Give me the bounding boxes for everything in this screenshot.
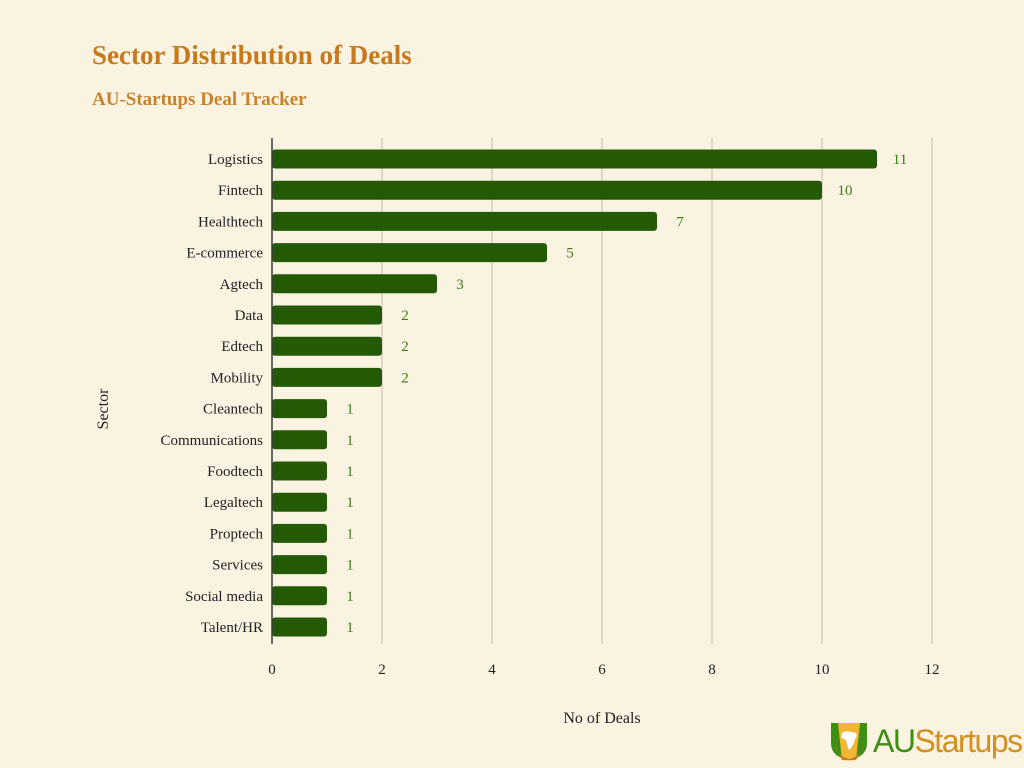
value-label: 2 [401,370,409,386]
category-label: Communications [161,433,264,449]
category-label: Fintech [218,183,263,199]
value-label: 3 [456,277,464,293]
value-label: 7 [676,214,684,230]
africa-shield-icon [831,723,867,761]
bar-foodtech [272,461,327,481]
bar-data [272,305,382,325]
gridlines [381,138,933,644]
chart-title: Sector Distribution of Deals [92,40,412,70]
category-labels: Logistics Fintech Healthtech E-commerce Agte… [161,152,264,636]
x-tick-labels: 0 2 4 6 8 10 12 [268,662,939,678]
bar-talent-hr [272,617,327,637]
value-label: 2 [401,308,409,324]
value-label: 1 [346,526,354,542]
x-tick-label: 10 [815,662,830,678]
value-label: 1 [346,402,354,418]
bars [272,149,877,637]
category-label: Talent/HR [201,620,263,636]
value-label: 1 [346,464,354,480]
bar-mobility [272,367,382,387]
category-label: Social media [185,589,263,605]
value-label: 11 [893,152,907,168]
category-label: Services [212,558,263,574]
value-label: 1 [346,589,354,605]
value-label: 1 [346,558,354,574]
bar-communications [272,430,327,450]
bar-fintech [272,180,822,200]
x-tick-label: 8 [708,662,716,678]
bar-cleantech [272,399,327,419]
bar-logistics [272,149,877,169]
category-label: Foodtech [207,464,263,480]
category-label: Mobility [210,370,263,386]
x-tick-label: 6 [598,662,606,678]
x-tick-label: 4 [488,662,496,678]
bar-services [272,555,327,575]
x-tick-label: 0 [268,662,276,678]
value-label: 1 [346,495,354,511]
category-label: E-commerce [186,246,263,262]
bar-edtech [272,336,382,356]
logo-text: AUStartups [873,720,1023,762]
bar-social-media [272,586,327,606]
category-label: Edtech [221,339,263,355]
category-label: Legaltech [204,495,264,511]
category-label: Cleantech [203,402,263,418]
bar-e-commerce [272,243,547,263]
x-tick-label: 12 [925,662,940,678]
y-axis-label: Sector [95,388,112,430]
austartups-logo: AUStartups [829,720,1023,762]
value-label: 1 [346,620,354,636]
category-label: Data [235,308,264,324]
bar-legaltech [272,492,327,512]
category-label: Healthtech [198,214,263,230]
category-label: Proptech [210,526,264,542]
value-label: 1 [346,433,354,449]
bar-healthtech [272,211,657,231]
category-label: Logistics [208,152,263,168]
bar-agtech [272,274,437,294]
value-label: 5 [566,246,574,262]
x-tick-label: 2 [378,662,386,678]
value-label: 10 [838,183,853,199]
logo-text-au: AU [873,723,916,759]
category-label: Agtech [220,277,264,293]
chart-subtitle: AU-Startups Deal Tracker [92,89,307,110]
logo-text-startups: Startups [914,723,1023,759]
bar-proptech [272,523,327,543]
x-axis-label: No of Deals [563,710,640,727]
value-label: 2 [401,339,409,355]
